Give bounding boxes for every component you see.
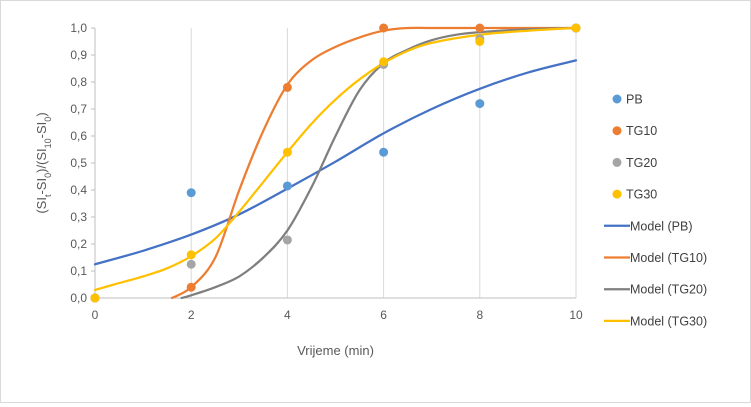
data-point-tg10 [475,23,485,33]
y-title-part: 0 [43,173,53,178]
x-tick-label: 0 [92,308,99,322]
data-point-tg10 [186,282,196,292]
y-title-part: )/(SI [34,148,49,173]
tick-labels: 0 2 4 6 8 10 0,0 0,1 0,2 0,3 0,4 0,5 0,6 0,7 0,8 0,9 1,0 [70,21,583,322]
data-point-tg20 [186,259,196,269]
legend-label: Model (TG10) [630,251,707,265]
y-tick-label: 0,9 [70,48,87,62]
series [90,23,581,303]
model-line-model-tg10 [170,26,578,300]
legend-label: TG30 [626,188,657,202]
x-axis-title: Vrijeme (min) [297,343,374,358]
data-point-tg10 [379,23,389,33]
data-point-pb [282,181,292,191]
y-tick-label: 0,5 [70,156,87,170]
legend-label: Model (PB) [630,219,693,233]
y-title-part: ) [34,112,49,116]
axes [91,27,576,299]
data-point-tg10 [282,82,292,92]
x-tick-label: 2 [188,308,195,322]
legend-label: Model (TG30) [630,314,707,328]
model-line-model-tg30 [93,26,578,292]
y-tick-label: 1,0 [70,21,87,35]
legend-label: PB [626,93,643,107]
y-title-part: 0 [43,117,53,122]
model-line-model-pb [93,59,578,266]
y-axis-title: (SIt-SI0)/(SI10-SI0) [34,112,53,213]
y-tick-label: 0,1 [70,264,87,278]
y-tick-label: 0,2 [70,237,87,251]
legend-label: TG10 [626,124,657,138]
legend-marker [612,94,622,104]
legend: PB TG10 TG20 TG30 Model (PB) Model (TG10) Mode… [604,93,707,328]
data-point-tg20 [282,235,292,245]
legend-marker [612,126,622,136]
x-tick-label: 6 [380,308,387,322]
data-point-pb [475,99,485,109]
x-tick-label: 10 [569,308,583,322]
data-point-tg30 [90,293,100,303]
y-tick-label: 0,8 [70,75,87,89]
y-tick-label: 0,3 [70,210,87,224]
y-title-part: -SI [34,122,49,139]
data-point-tg30 [282,147,292,157]
data-point-tg30 [186,250,196,260]
y-tick-label: 0,0 [70,291,87,305]
model-line-model-tg20 [180,26,578,300]
y-title-part: -SI [34,178,49,195]
data-point-pb [186,188,196,198]
y-title-part: t [43,194,53,197]
data-point-pb [379,147,389,157]
legend-marker [612,189,622,199]
data-point-tg30 [571,23,581,33]
legend-label: Model (TG20) [630,283,707,297]
data-point-tg30 [379,57,389,67]
y-title-part: (SI [34,197,49,214]
legend-label: TG20 [626,156,657,170]
data-point-tg30 [475,37,485,46]
y-tick-label: 0,7 [70,102,87,116]
x-tick-label: 8 [476,308,483,322]
y-title-part: 10 [43,138,53,148]
y-tick-label: 0,4 [70,183,87,197]
y-tick-label: 0,6 [70,129,87,143]
legend-marker [612,157,622,167]
x-tick-label: 4 [284,308,291,322]
